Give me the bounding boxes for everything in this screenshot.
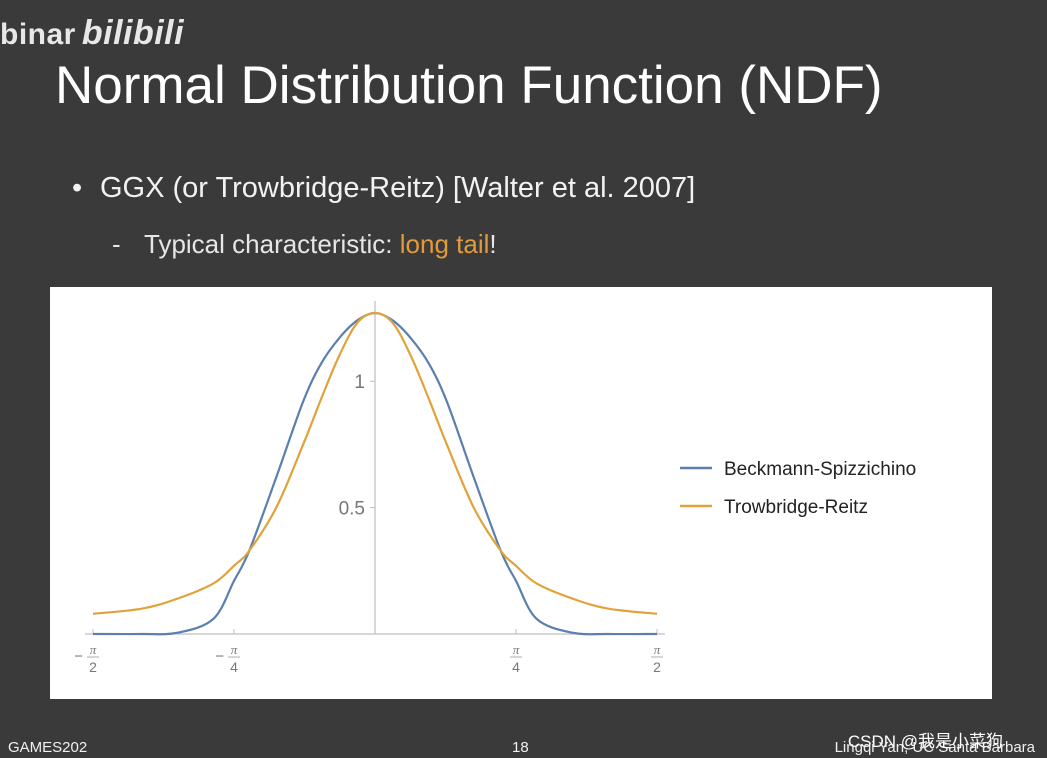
sub-bullet-prefix: Typical characteristic: [144,229,400,259]
x-tick-numerator: π [513,642,520,657]
bullet-item: • GGX (or Trowbridge-Reitz) [Walter et al… [72,172,695,205]
sub-bullet-suffix: ! [489,229,497,259]
chart-legend: Beckmann-Spizzichino Trowbridge-Reitz [680,459,916,518]
sub-bullet-item: - Typical characteristic: long tail! [112,229,497,260]
bullet-dot-icon: • [72,172,83,204]
legend-label-trowbridge-reitz: Trowbridge-Reitz [724,497,868,518]
slide-title: Normal Distribution Function (NDF) [55,56,883,115]
x-tick-sign: − [74,648,83,665]
y-tick-label: 1 [354,372,365,393]
bullet-text: GGX (or Trowbridge-Reitz) [Walter et al.… [100,172,696,204]
y-tick-label: 0.5 [339,499,365,520]
sub-bullet-highlight: long tail [399,229,490,259]
dash-icon: - [112,229,121,259]
series-line-trowbridge-reitz [92,311,658,615]
x-tick-sign: − [215,648,224,665]
footer-course: GAMES202 [8,739,88,756]
x-tick-numerator: π [90,642,97,657]
x-tick-denominator: 4 [230,659,238,675]
x-tick-denominator: 2 [89,659,97,675]
bilibili-logo: bilibili [81,14,185,52]
chart-series-layer [92,311,658,636]
legend-label-beckmann-spizzichino: Beckmann-Spizzichino [724,459,916,480]
watermark-left-text: binar [0,18,76,51]
footer-author: Lingqi Yan, UC Santa Barbara [834,739,1035,756]
footer-page-number: 18 [512,739,529,756]
x-tick-denominator: 2 [653,659,661,675]
x-tick-denominator: 4 [512,659,520,675]
x-tick-numerator: π [654,642,661,657]
csdn-watermark: CSDN @我是小菜狗 [847,732,1003,751]
ndf-chart-panel: 0.5 1− π 2− π 4 π 4 π 2 Beckmann-Spizzichino Trowb… [50,287,992,699]
x-tick-numerator: π [231,642,238,657]
bilibili-watermark: binar bilibili [0,14,184,53]
